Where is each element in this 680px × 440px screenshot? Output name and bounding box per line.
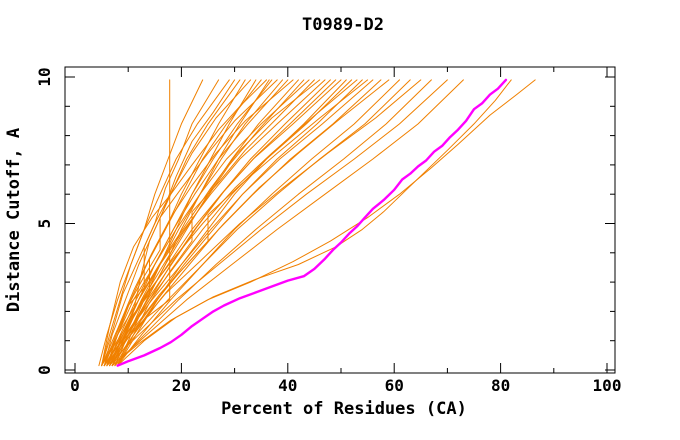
model-line-model-38 — [114, 79, 432, 367]
model-line-model-04 — [98, 79, 230, 367]
model-line-model-08 — [101, 79, 252, 367]
model-line-model-22 — [106, 79, 321, 367]
chart-title: T0989-D2 — [302, 15, 384, 35]
model-line-model-03 — [106, 79, 220, 367]
model-line-model-29 — [101, 79, 358, 367]
highlighted-model-line — [116, 78, 508, 367]
model-line-model-37 — [103, 79, 422, 367]
model-line-model-42 — [111, 79, 536, 367]
model-line-model-28 — [106, 79, 353, 367]
x-axis-label: Percent of Residues (CA) — [221, 399, 467, 419]
model-line-model-23 — [101, 79, 326, 367]
model-line-model-32 — [103, 79, 374, 367]
y-axis-label: Distance Cutoff, A — [4, 128, 24, 312]
model-line-model-14 — [103, 79, 278, 367]
x-tick-label: 20 — [172, 376, 191, 395]
model-line-model-31 — [109, 79, 369, 367]
model-line-model-15 — [111, 79, 283, 367]
model-line-model-20 — [103, 79, 310, 367]
x-tick-label: 80 — [491, 376, 510, 395]
model-line-model-10 — [106, 79, 262, 367]
model-line-model-16 — [106, 79, 289, 367]
model-line-model-36 — [109, 79, 411, 367]
model-line-model-24 — [111, 79, 331, 367]
model-line-model-26 — [103, 79, 342, 367]
x-tick-label: 100 — [593, 376, 622, 395]
y-tick-label: 5 — [35, 219, 54, 229]
model-line-model-34 — [106, 79, 390, 367]
model-line-model-12 — [117, 79, 270, 367]
y-tick-label: 10 — [35, 67, 54, 86]
y-tick-label: 0 — [35, 365, 54, 375]
plot-area: 0 20 40 60 80 100 0 5 10 — [35, 66, 622, 395]
model-line-model-06 — [103, 79, 241, 367]
x-tick-label: 60 — [385, 376, 404, 395]
model-line-model-40 — [111, 79, 464, 367]
model-line-model-17 — [101, 79, 294, 367]
model-line-model-39 — [106, 79, 448, 367]
model-line-model-11 — [101, 79, 267, 367]
plot-frame — [64, 66, 616, 374]
x-tick-label: 0 — [70, 376, 80, 395]
x-tick-label: 40 — [278, 376, 297, 395]
